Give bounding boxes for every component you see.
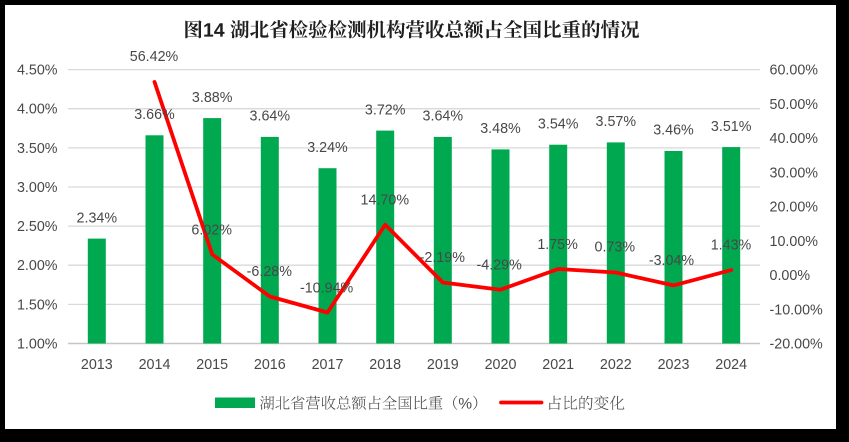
svg-text:2023: 2023 [658, 357, 690, 373]
svg-text:3.50%: 3.50% [17, 141, 58, 157]
svg-text:56.42%: 56.42% [130, 49, 179, 65]
svg-text:2.50%: 2.50% [17, 219, 58, 235]
svg-text:0.73%: 0.73% [595, 240, 636, 256]
svg-text:3.57%: 3.57% [596, 114, 637, 130]
svg-text:30.00%: 30.00% [770, 165, 819, 181]
svg-text:0.00%: 0.00% [770, 268, 811, 284]
svg-text:3.72%: 3.72% [365, 102, 406, 118]
svg-text:3.48%: 3.48% [480, 121, 521, 137]
svg-text:1.43%: 1.43% [711, 238, 752, 254]
svg-text:1.50%: 1.50% [17, 297, 58, 313]
svg-text:20.00%: 20.00% [770, 200, 819, 216]
svg-text:2015: 2015 [196, 357, 228, 373]
svg-text:2021: 2021 [542, 357, 574, 373]
svg-text:3.54%: 3.54% [538, 116, 579, 132]
svg-text:2013: 2013 [81, 357, 113, 373]
svg-text:-10.00%: -10.00% [770, 302, 824, 318]
svg-text:3.64%: 3.64% [250, 109, 291, 125]
svg-text:3.64%: 3.64% [423, 109, 464, 125]
svg-text:-2.19%: -2.19% [420, 250, 466, 266]
svg-text:60.00%: 60.00% [770, 63, 819, 79]
svg-text:-3.04%: -3.04% [649, 253, 695, 269]
svg-text:3.24%: 3.24% [307, 140, 348, 156]
svg-text:-4.29%: -4.29% [477, 258, 523, 274]
svg-text:1.75%: 1.75% [537, 237, 578, 253]
svg-text:3.88%: 3.88% [192, 90, 233, 106]
svg-text:4.50%: 4.50% [17, 63, 58, 79]
svg-text:3.51%: 3.51% [711, 119, 752, 135]
svg-text:3.66%: 3.66% [134, 107, 175, 123]
svg-text:40.00%: 40.00% [770, 131, 819, 147]
svg-text:-6.28%: -6.28% [247, 264, 293, 280]
svg-text:50.00%: 50.00% [770, 97, 819, 113]
svg-text:2017: 2017 [312, 357, 344, 373]
svg-text:2.00%: 2.00% [17, 258, 58, 274]
svg-text:2016: 2016 [254, 357, 286, 373]
svg-text:2022: 2022 [600, 357, 632, 373]
svg-text:2020: 2020 [485, 357, 517, 373]
svg-text:-20.00%: -20.00% [770, 337, 824, 353]
svg-text:2.34%: 2.34% [77, 210, 118, 226]
svg-text:2018: 2018 [369, 357, 401, 373]
svg-text:6.02%: 6.02% [191, 223, 232, 239]
svg-text:2019: 2019 [427, 357, 459, 373]
svg-text:10.00%: 10.00% [770, 234, 819, 250]
svg-text:-10.94%: -10.94% [300, 280, 354, 296]
svg-text:3.00%: 3.00% [17, 180, 58, 196]
svg-text:2024: 2024 [715, 357, 747, 373]
svg-text:3.46%: 3.46% [653, 123, 694, 139]
svg-text:1.00%: 1.00% [17, 337, 58, 353]
svg-text:4.00%: 4.00% [17, 102, 58, 118]
svg-text:2014: 2014 [139, 357, 171, 373]
svg-text:14.70%: 14.70% [361, 192, 410, 208]
